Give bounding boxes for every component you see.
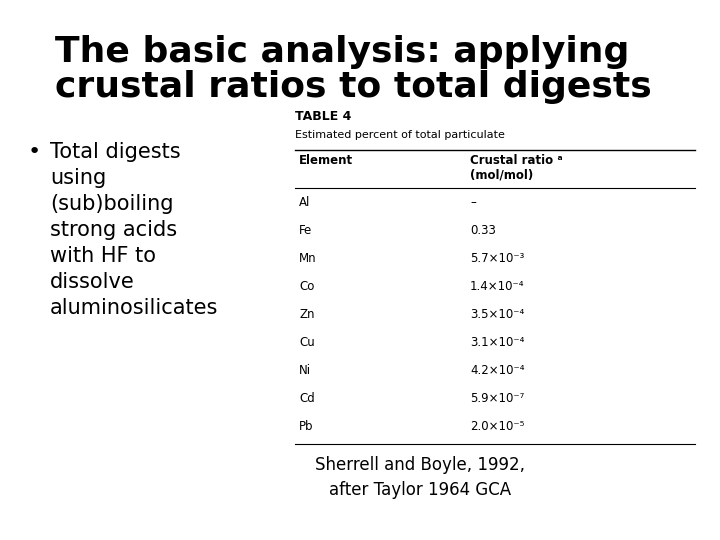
Text: using: using <box>50 168 107 188</box>
Text: Al: Al <box>299 196 310 209</box>
Text: (mol/mol): (mol/mol) <box>470 168 534 181</box>
Text: Mn: Mn <box>299 252 317 265</box>
Text: crustal ratios to total digests: crustal ratios to total digests <box>55 70 652 104</box>
Text: The basic analysis: applying: The basic analysis: applying <box>55 35 629 69</box>
Text: (sub)boiling: (sub)boiling <box>50 194 174 214</box>
Text: with HF to: with HF to <box>50 246 156 266</box>
Text: Cd: Cd <box>299 392 315 405</box>
Text: Total digests: Total digests <box>50 142 181 162</box>
Text: 5.7×10⁻³: 5.7×10⁻³ <box>470 252 524 265</box>
Text: 1.4×10⁻⁴: 1.4×10⁻⁴ <box>470 280 524 293</box>
Text: Cu: Cu <box>299 336 315 349</box>
Text: dissolve: dissolve <box>50 272 135 292</box>
Text: Zn: Zn <box>299 308 315 321</box>
Text: –: – <box>470 196 476 209</box>
Text: 2.0×10⁻⁵: 2.0×10⁻⁵ <box>470 420 524 433</box>
Text: Pb: Pb <box>299 420 313 433</box>
Text: •: • <box>28 142 41 162</box>
Text: Element: Element <box>299 154 353 167</box>
Text: Fe: Fe <box>299 224 312 237</box>
Text: Estimated percent of total particulate: Estimated percent of total particulate <box>295 130 505 140</box>
Text: 5.9×10⁻⁷: 5.9×10⁻⁷ <box>470 392 524 405</box>
Text: 0.33: 0.33 <box>470 224 496 237</box>
Text: TABLE 4: TABLE 4 <box>295 110 351 123</box>
Text: Co: Co <box>299 280 315 293</box>
Text: Crustal ratio ᵃ: Crustal ratio ᵃ <box>470 154 562 167</box>
Text: Sherrell and Boyle, 1992,
after Taylor 1964 GCA: Sherrell and Boyle, 1992, after Taylor 1… <box>315 456 525 499</box>
Text: 4.2×10⁻⁴: 4.2×10⁻⁴ <box>470 364 524 377</box>
Text: aluminosilicates: aluminosilicates <box>50 298 218 318</box>
Text: strong acids: strong acids <box>50 220 177 240</box>
Text: 3.1×10⁻⁴: 3.1×10⁻⁴ <box>470 336 524 349</box>
Text: 3.5×10⁻⁴: 3.5×10⁻⁴ <box>470 308 524 321</box>
Text: Ni: Ni <box>299 364 311 377</box>
